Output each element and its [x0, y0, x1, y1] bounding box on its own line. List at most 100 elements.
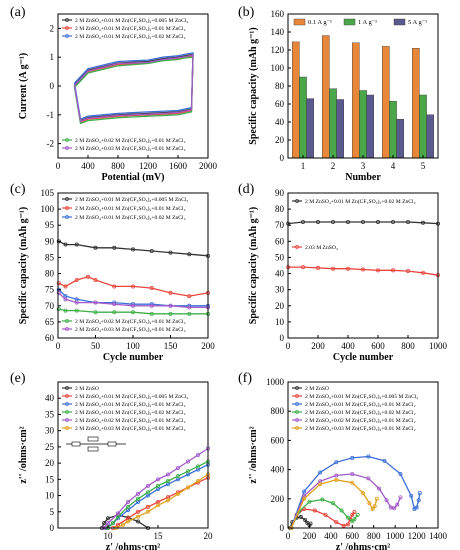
- y-axis-title: Current (A g⁻¹): [18, 53, 29, 119]
- x-tick-label: 20: [204, 531, 214, 541]
- bar: [352, 42, 360, 159]
- bar: [396, 119, 405, 159]
- bar: [359, 90, 367, 159]
- data-point: [149, 286, 154, 291]
- y-tick-label: 90: [275, 188, 285, 198]
- data-point: [135, 519, 140, 524]
- data-point: [63, 297, 68, 302]
- x-tick-label: 400: [81, 161, 95, 171]
- data-point: [168, 303, 173, 308]
- resistor-icon: [71, 441, 81, 447]
- data-point: [414, 505, 419, 510]
- data-point: [149, 303, 154, 308]
- x-tick-label: 1000: [429, 341, 448, 351]
- data-point: [185, 459, 190, 464]
- x-tick-label: 0: [286, 531, 291, 541]
- legend: 2 M ZnSO₄+0.01 M Zn(CF₃SO₃)₂+0.005 M ZnC…: [62, 17, 188, 152]
- data-point: [350, 455, 355, 460]
- data-point: [302, 489, 307, 494]
- data-point: [63, 308, 68, 313]
- x-tick-label: 400: [341, 341, 355, 351]
- legend-marker: [65, 215, 69, 219]
- y-tick-label: 400: [271, 465, 285, 475]
- data-point: [395, 502, 400, 507]
- series-line: [290, 473, 402, 529]
- data-point: [165, 478, 170, 483]
- panel-label: (c): [10, 182, 26, 197]
- y-tick-label: 40: [275, 269, 285, 279]
- data-point: [384, 498, 389, 503]
- data-point: [334, 473, 339, 478]
- legend-marker: [65, 26, 69, 30]
- warburg-icon: [107, 441, 117, 447]
- bar: [426, 114, 435, 159]
- data-point: [360, 267, 365, 272]
- legend-marker: [65, 418, 69, 422]
- legend-swatch: [393, 18, 406, 26]
- series-line: [58, 240, 209, 257]
- y-tick-label: 20: [45, 458, 55, 468]
- legend-marker: [295, 245, 299, 249]
- legend-entry: 2.03 M ZnSO₄: [305, 245, 338, 251]
- data-point: [195, 452, 200, 457]
- data-point: [112, 245, 117, 250]
- x-tick-label: 800: [367, 531, 381, 541]
- data-point: [416, 498, 421, 503]
- data-point: [56, 306, 61, 311]
- series-line: [288, 221, 439, 225]
- data-point: [307, 499, 312, 504]
- data-point: [187, 305, 192, 310]
- bar: [322, 35, 330, 159]
- plot-frame: [287, 192, 439, 339]
- data-point: [420, 270, 425, 275]
- data-point: [345, 522, 350, 527]
- data-point: [106, 516, 111, 521]
- y-tick-label: 20: [275, 135, 285, 145]
- data-point: [135, 491, 140, 496]
- data-point: [409, 493, 414, 498]
- series-line: [58, 292, 208, 309]
- data-point: [185, 469, 190, 474]
- x-tick-label: 800: [401, 341, 415, 351]
- legend-entry: 2 M ZnSO₄+0.03 M Zn(CF₃SO₃)₂+0.01 M ZnCl…: [75, 145, 186, 152]
- x-tick-label: 200: [201, 341, 215, 351]
- panel-label: (b): [238, 5, 255, 20]
- y-tick-label: 0: [280, 153, 285, 163]
- resistor-icon: [87, 436, 99, 442]
- bar: [382, 46, 390, 159]
- data-point: [308, 521, 313, 526]
- x-tick-label: 1200: [408, 531, 427, 541]
- legend-entry: 2 M ZnSO₄+0.03 M Zn(CF₃SO₃)₂+0.01 M ZnCl…: [305, 425, 416, 432]
- data-point: [323, 512, 328, 517]
- series-line: [73, 52, 194, 120]
- data-point: [135, 509, 140, 514]
- data-point: [102, 521, 107, 526]
- data-point: [405, 219, 410, 224]
- data-point: [86, 274, 91, 279]
- y-tick-label: -2: [47, 139, 55, 149]
- legend: 2 M ZnSO₄+0.01 M Zn(CF₃SO₃)₂+0.005 M ZnC…: [62, 196, 188, 333]
- legend-entry: 2 M ZnSO₄+0.02 M Zn(CF₃SO₃)₂+0.01 M ZnCl…: [305, 417, 416, 424]
- series-line: [58, 308, 208, 315]
- legend-entry: 2 M ZnSO₄+0.01 M Zn(CF₃SO₃)₂+0.01 M ZnCl…: [75, 205, 186, 212]
- y-tick-label: 120: [271, 45, 285, 55]
- y-tick-label: 70: [45, 301, 55, 311]
- legend-marker: [65, 402, 69, 406]
- y-tick-label: 1: [50, 52, 55, 62]
- data-point: [130, 303, 135, 308]
- legend-swatch: [293, 18, 306, 26]
- y-tick-label: 60: [275, 236, 285, 246]
- legend-entry: 2 M ZnSO₄+0.01 M Zn(CF₃SO₃)₂+0.005 M ZnC…: [305, 393, 418, 400]
- x-tick-label: 1200: [139, 161, 158, 171]
- data-point: [145, 509, 150, 514]
- legend: 0.1 A g⁻¹ 1 A g⁻¹ 5 A g⁻¹: [293, 18, 427, 26]
- x-tick-label: 600: [371, 341, 385, 351]
- legend-entry: 2 M ZnSO₄+0.01 M Zn(CF₃SO₃)₂+0.02 M ZnCl…: [75, 33, 186, 40]
- data-point: [360, 219, 365, 224]
- data-point: [116, 522, 121, 527]
- y-tick-label: 80: [45, 269, 55, 279]
- data-point: [155, 483, 160, 488]
- x-tick-label: 1400: [429, 531, 448, 541]
- data-point: [112, 302, 117, 307]
- y-tick-label: 80: [275, 204, 285, 214]
